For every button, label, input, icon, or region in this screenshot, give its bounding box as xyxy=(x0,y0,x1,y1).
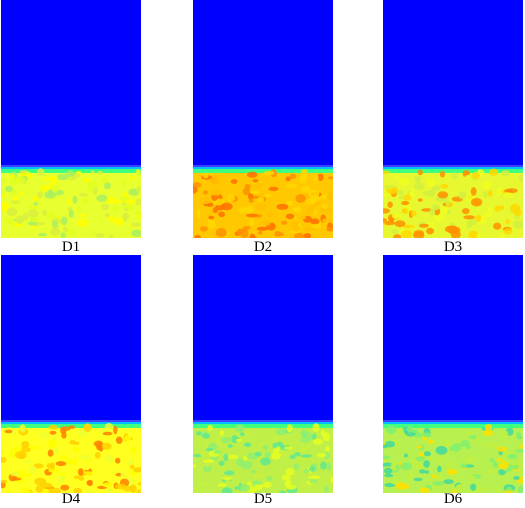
contour-panel-d1 xyxy=(1,0,141,238)
contour-plot-d4 xyxy=(1,255,141,493)
panel-label-d4: D4 xyxy=(61,491,81,507)
panel-label-d3: D3 xyxy=(443,239,463,255)
panel-label-d5: D5 xyxy=(253,491,273,507)
contour-panel-d5 xyxy=(193,255,333,493)
contour-plot-d6 xyxy=(383,255,523,493)
contour-panel-d3 xyxy=(383,0,523,238)
contour-plot-d2 xyxy=(193,0,333,238)
panel-label-d6: D6 xyxy=(443,491,463,507)
contour-panel-d6 xyxy=(383,255,523,493)
contour-plot-d1 xyxy=(1,0,141,238)
panel-label-d1: D1 xyxy=(61,239,81,255)
contour-plot-d3 xyxy=(383,0,523,238)
contour-plot-d5 xyxy=(193,255,333,493)
panel-label-d2: D2 xyxy=(253,239,273,255)
contour-panel-d2 xyxy=(193,0,333,238)
contour-panel-d4 xyxy=(1,255,141,493)
